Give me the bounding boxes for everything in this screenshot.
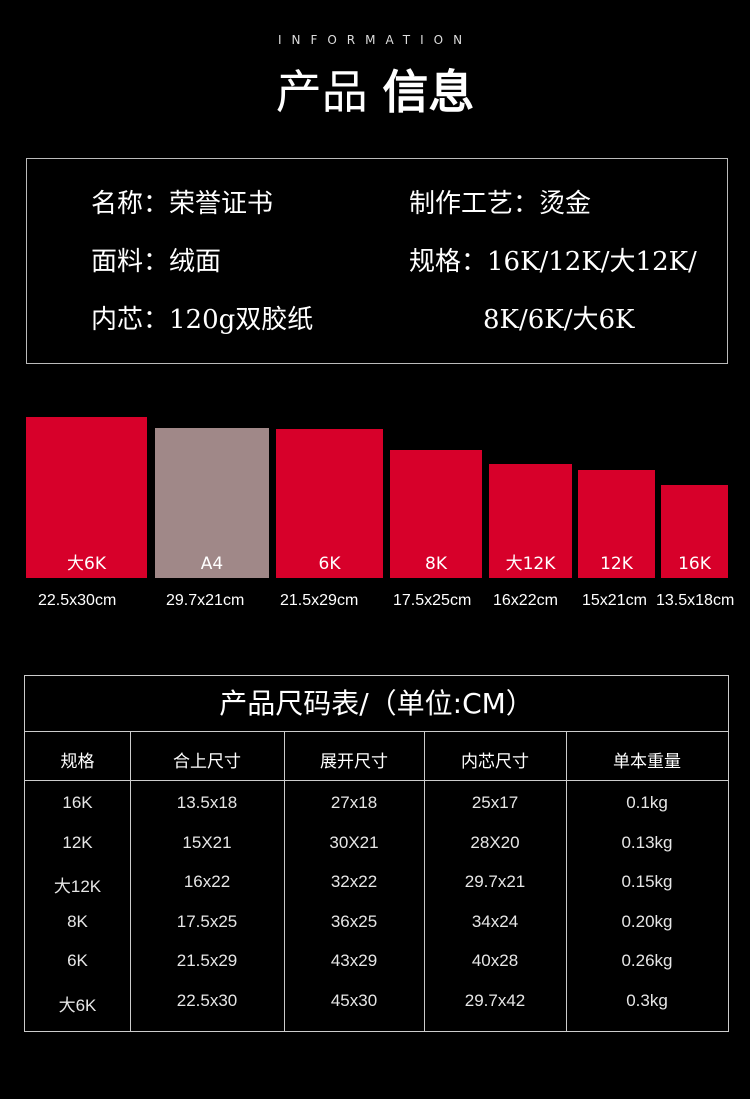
title-thin: 产品 bbox=[276, 65, 368, 119]
info-name: 名称：荣誉证书 bbox=[91, 183, 273, 220]
size-label: 12K bbox=[578, 554, 655, 574]
size-swatch-da12k: 大12K bbox=[489, 464, 572, 578]
product-info-box: 名称：荣誉证书 制作工艺：烫金 面料：绒面 规格：16K/12K/大12K/ 内… bbox=[26, 158, 728, 364]
size-swatch-a4: A4 bbox=[155, 428, 269, 578]
table-cell: 12K bbox=[25, 833, 130, 853]
size-dimension: 22.5x30cm bbox=[38, 592, 116, 610]
table-cell: 17.5x25 bbox=[130, 912, 284, 932]
size-dimension: 13.5x18cm bbox=[656, 592, 734, 610]
table-cell: 0.13kg bbox=[566, 833, 728, 853]
table-cell: 大12K bbox=[25, 872, 130, 897]
table-cell: 43x29 bbox=[284, 951, 424, 971]
size-dimension: 16x22cm bbox=[493, 592, 558, 610]
table-cell: 16x22 bbox=[130, 872, 284, 892]
table-cell: 0.26kg bbox=[566, 951, 728, 971]
table-cell: 15X21 bbox=[130, 833, 284, 853]
page-title: 产品 信息 bbox=[0, 60, 750, 124]
table-cell: 25x17 bbox=[424, 793, 566, 813]
table-cell: 27x18 bbox=[284, 793, 424, 813]
table-cell: 16K bbox=[25, 793, 130, 813]
size-label: 大12K bbox=[489, 549, 572, 574]
table-cell: 0.20kg bbox=[566, 912, 728, 932]
title-bold: 信息 bbox=[382, 65, 474, 119]
table-cell: 0.1kg bbox=[566, 793, 728, 813]
table-cell: 32x22 bbox=[284, 872, 424, 892]
size-label: 6K bbox=[276, 554, 383, 574]
table-cell: 6K bbox=[25, 951, 130, 971]
table-cell: 28X20 bbox=[424, 833, 566, 853]
size-dimension: 21.5x29cm bbox=[280, 592, 358, 610]
table-cell: 0.15kg bbox=[566, 872, 728, 892]
table-cell: 34x24 bbox=[424, 912, 566, 932]
table-header-cell: 规格 bbox=[25, 747, 130, 772]
table-cell: 40x28 bbox=[424, 951, 566, 971]
size-swatch-6k: 6K bbox=[276, 429, 383, 578]
table-cell: 36x25 bbox=[284, 912, 424, 932]
info-material: 面料：绒面 bbox=[91, 241, 221, 278]
info-craft: 制作工艺：烫金 bbox=[409, 183, 591, 220]
size-dimension: 15x21cm bbox=[582, 592, 647, 610]
table-cell: 29.7x42 bbox=[424, 991, 566, 1011]
info-inner: 内芯：120g双胶纸 bbox=[91, 299, 313, 336]
table-header-cell: 合上尺寸 bbox=[130, 747, 284, 772]
size-label: 大6K bbox=[26, 549, 147, 574]
table-cell: 29.7x21 bbox=[424, 872, 566, 892]
table-header-cell: 展开尺寸 bbox=[284, 747, 424, 772]
table-cell: 大6K bbox=[25, 991, 130, 1016]
size-swatch-8k: 8K bbox=[390, 450, 482, 578]
size-dimension: 29.7x21cm bbox=[166, 592, 244, 610]
table-cell: 8K bbox=[25, 912, 130, 932]
table-header-cell: 内芯尺寸 bbox=[424, 747, 566, 772]
info-spec-line2: 8K/6K/大6K bbox=[483, 299, 634, 336]
size-label: 8K bbox=[390, 554, 482, 574]
table-cell: 22.5x30 bbox=[130, 991, 284, 1011]
table-cell: 30X21 bbox=[284, 833, 424, 853]
size-swatch-16k: 16K bbox=[661, 485, 728, 578]
table-title: 产品尺码表/（单位:CM） bbox=[25, 676, 728, 732]
size-label: A4 bbox=[155, 554, 269, 574]
size-label: 16K bbox=[661, 554, 728, 574]
info-spec-line1: 规格：16K/12K/大12K/ bbox=[409, 241, 697, 278]
size-swatch-12k: 12K bbox=[578, 470, 655, 578]
size-dimension: 17.5x25cm bbox=[393, 592, 471, 610]
table-cell: 0.3kg bbox=[566, 991, 728, 1011]
header-divider bbox=[25, 780, 728, 781]
table-cell: 13.5x18 bbox=[130, 793, 284, 813]
table-header-cell: 单本重量 bbox=[566, 747, 728, 772]
size-chart-table: 产品尺码表/（单位:CM） 规格 合上尺寸 展开尺寸 内芯尺寸 单本重量 16K 13.5x… bbox=[24, 675, 729, 1032]
size-swatch-da6k: 大6K bbox=[26, 417, 147, 578]
table-cell: 45x30 bbox=[284, 991, 424, 1011]
table-cell: 21.5x29 bbox=[130, 951, 284, 971]
section-eyebrow: INFORMATION bbox=[0, 33, 750, 47]
